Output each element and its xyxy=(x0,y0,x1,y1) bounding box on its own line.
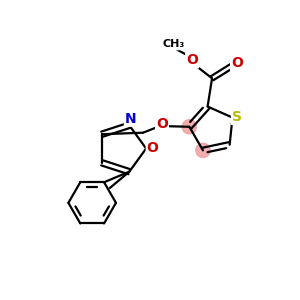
Text: O: O xyxy=(147,141,159,154)
Text: N: N xyxy=(125,112,136,126)
Circle shape xyxy=(182,120,196,134)
Text: O: O xyxy=(156,117,168,131)
Text: CH₃: CH₃ xyxy=(163,39,185,50)
Text: S: S xyxy=(232,110,242,124)
Circle shape xyxy=(196,143,210,158)
Text: O: O xyxy=(231,56,243,70)
Text: O: O xyxy=(186,53,198,68)
